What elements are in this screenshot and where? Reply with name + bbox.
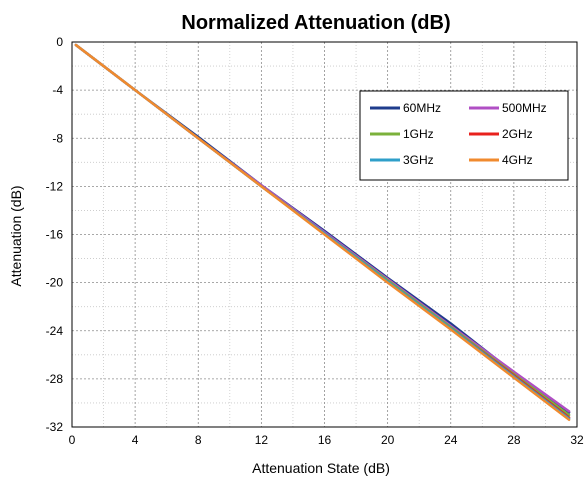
- y-tick-label: 0: [56, 35, 63, 49]
- x-tick-label: 4: [132, 433, 139, 447]
- series-line-4ghz: [74, 43, 571, 421]
- legend-label-1ghz: 1GHz: [403, 127, 434, 141]
- plot-area-frame: [71, 41, 578, 428]
- y-tick-label: -32: [46, 420, 64, 434]
- y-tick-label: -24: [46, 324, 64, 338]
- y-tick-label: -28: [46, 372, 64, 386]
- legend-label-2ghz: 2GHz: [502, 127, 533, 141]
- x-tick-label: 16: [318, 433, 332, 447]
- y-tick-label: -8: [52, 131, 63, 145]
- legend-label-60mhz: 60MHz: [403, 101, 441, 115]
- x-tick-label: 8: [195, 433, 202, 447]
- legend: 60MHz 500MHz 1GHz 2GHz 3GHz 4GHz: [359, 90, 569, 181]
- x-tick-label: 20: [381, 433, 395, 447]
- x-tick-label: 32: [570, 433, 584, 447]
- legend-label-4ghz: 4GHz: [502, 153, 533, 167]
- series-lines: [74, 43, 571, 421]
- x-tick-label: 0: [69, 433, 76, 447]
- x-tick-label: 28: [507, 433, 521, 447]
- y-tick-label: -4: [52, 83, 63, 97]
- x-tick-label: 12: [255, 433, 269, 447]
- axis-tick-labels: 0 4 8 12 16 20 24 28 32 0 -4 -8 -12 -16 -20 -24 -28 -32: [46, 35, 584, 447]
- y-tick-label: -16: [46, 228, 64, 242]
- y-tick-label: -12: [46, 179, 64, 193]
- chart-title: Normalized Attenuation (dB): [181, 12, 450, 34]
- x-axis-title: Attenuation State (dB): [252, 460, 390, 476]
- y-axis-title: Attenuation (dB): [8, 185, 24, 286]
- x-tick-label: 24: [444, 433, 458, 447]
- y-tick-label: -20: [46, 276, 64, 290]
- legend-label-3ghz: 3GHz: [403, 153, 434, 167]
- legend-label-500mhz: 500MHz: [502, 101, 547, 115]
